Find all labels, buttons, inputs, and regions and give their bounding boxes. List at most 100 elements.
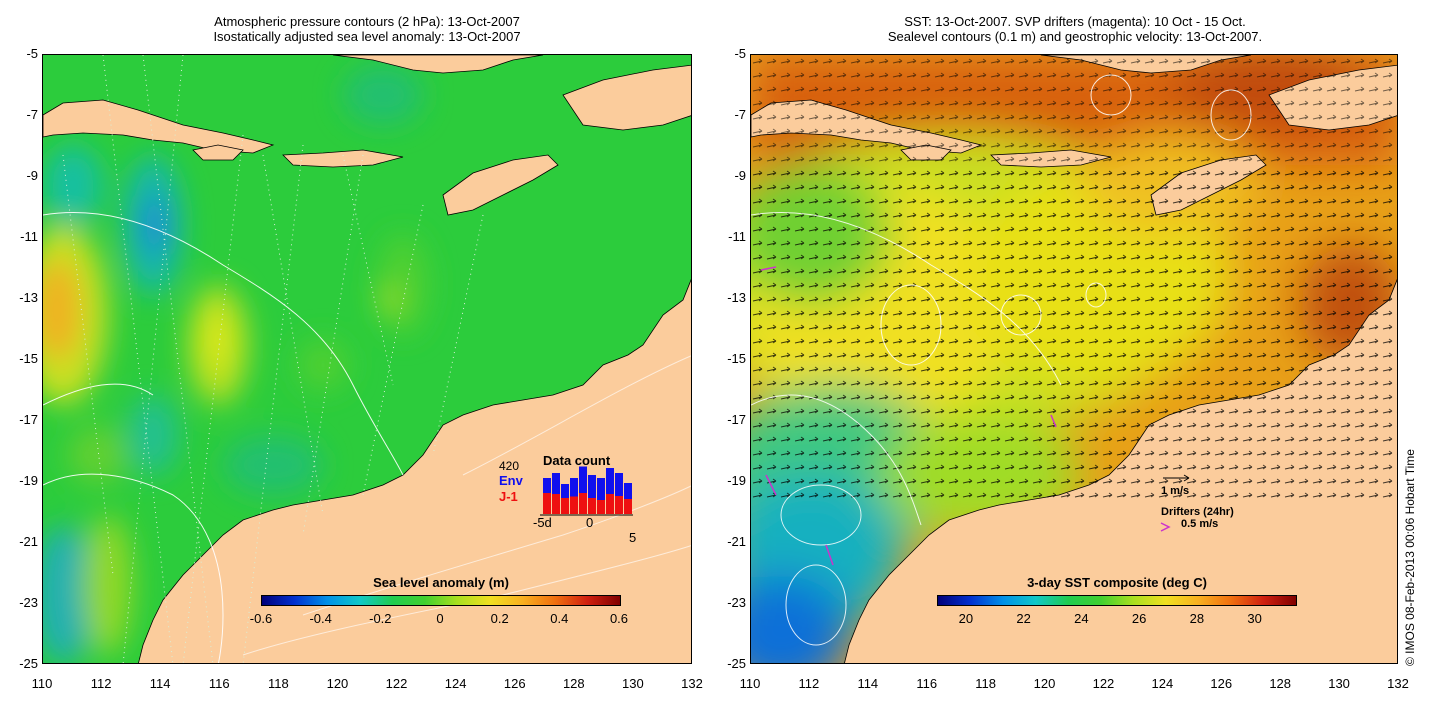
right-ytick-label: -7 xyxy=(734,107,746,122)
right-panel-tick-label: 28 xyxy=(1189,611,1205,626)
data-count-xtick-end: 5 xyxy=(629,530,637,545)
right-xtick-label: 116 xyxy=(916,676,938,691)
left-xtick-label: 116 xyxy=(208,676,230,691)
left-ytick-label: -9 xyxy=(26,168,38,183)
left-xtick-label: 122 xyxy=(385,676,408,691)
right-xtick-label: 114 xyxy=(857,676,879,691)
right-xtick-label: 118 xyxy=(975,676,996,691)
velocity-scale-arrow xyxy=(1163,474,1190,482)
data-count-max: 420 xyxy=(499,459,520,473)
left-panel-tick-label: 0 xyxy=(436,611,444,626)
j1-count-bar xyxy=(606,494,614,514)
left-ytick-label: -15 xyxy=(19,351,38,366)
left-panel-tick-label: 0.6 xyxy=(609,611,629,626)
right-panel-tick-label: 20 xyxy=(958,611,974,626)
left-ytick-label: -21 xyxy=(19,534,38,549)
left-panel-tick-label: 0.2 xyxy=(490,611,509,626)
data-count-bars xyxy=(543,466,632,514)
left-panel-tick-label: 0.4 xyxy=(550,611,569,626)
anomaly-field xyxy=(43,65,428,663)
env-count-bar xyxy=(552,473,560,514)
svp-drifter-tracks xyxy=(760,266,1057,566)
sea-level-map-svg xyxy=(43,55,691,663)
sealevel-contours xyxy=(751,74,1252,646)
data-count-title: Data count xyxy=(543,453,611,468)
j1-count-bar xyxy=(570,496,578,514)
drifters-label: Drifters (24hr) xyxy=(1161,506,1234,518)
left-panel-title: Atmospheric pressure contours (2 hPa): 1… xyxy=(40,14,694,44)
data-count-inset xyxy=(540,466,633,516)
right-xtick-label: 124 xyxy=(1151,676,1174,691)
j1-count-bar xyxy=(588,498,596,514)
left-ytick-label: -23 xyxy=(19,595,38,610)
left-panel-tick-label: -0.2 xyxy=(369,611,392,626)
left-xtick-label: 114 xyxy=(149,676,171,691)
left-title-line-1: Atmospheric pressure contours (2 hPa): 1… xyxy=(214,14,520,29)
right-title-line-1: SST: 13-Oct-2007. SVP drifters (magenta)… xyxy=(904,14,1246,29)
data-count-env-label: Env xyxy=(499,473,523,488)
right-title-line-2: Sealevel contours (0.1 m) and geostrophi… xyxy=(887,29,1263,44)
sla-colorbar-title: Sea level anomaly (m) xyxy=(373,575,509,590)
right-panel-title: SST: 13-Oct-2007. SVP drifters (magenta)… xyxy=(748,14,1402,44)
left-xtick-label: 130 xyxy=(622,676,644,691)
left-title-line-2: Isostatically adjusted sea level anomaly… xyxy=(213,29,521,44)
right-xtick-label: 120 xyxy=(1033,676,1056,691)
sst-map: 1 m/s Drifters (24hr) 0.5 m/s 3-day SST … xyxy=(750,54,1398,664)
right-ytick-label: -23 xyxy=(727,595,746,610)
left-xtick-label: 126 xyxy=(503,676,526,691)
env-count-bar xyxy=(570,478,578,514)
right-xtick-label: 132 xyxy=(1387,676,1409,691)
right-ytick-label: -11 xyxy=(728,229,746,244)
j1-count-bar xyxy=(597,500,605,514)
right-ytick-label: -15 xyxy=(727,351,746,366)
left-xtick-label: 110 xyxy=(31,676,53,691)
velocity-scale-label: 1 m/s xyxy=(1161,485,1190,497)
right-xtick-label: 126 xyxy=(1210,676,1233,691)
altimeter-tracks xyxy=(62,55,484,663)
right-ytick-label: -25 xyxy=(727,656,746,671)
left-ytick-label: -13 xyxy=(19,290,38,305)
left-xtick-label: 112 xyxy=(90,676,112,691)
left-xtick-label: 132 xyxy=(681,676,703,691)
right-ytick-label: -13 xyxy=(727,290,746,305)
right-xtick-label: 112 xyxy=(798,676,820,691)
j1-count-bar xyxy=(624,499,632,514)
env-count-bar xyxy=(597,478,605,514)
sea-level-anomaly-map: 420 Data count Env J-1 -5d 0 5 Sea level… xyxy=(42,54,692,664)
sst-colorbar-title: 3-day SST composite (deg C) xyxy=(1027,575,1207,590)
left-xtick-label: 124 xyxy=(444,676,467,691)
j1-count-bar xyxy=(561,498,569,514)
right-ytick-label: -5 xyxy=(734,46,746,61)
sst-map-svg xyxy=(751,55,1397,663)
j1-count-bar xyxy=(552,494,560,514)
j1-count-bar xyxy=(543,493,551,514)
left-ytick-label: -11 xyxy=(20,229,38,244)
j1-count-bar xyxy=(615,496,623,514)
env-count-bar xyxy=(624,483,632,514)
data-count-j1-label: J-1 xyxy=(499,489,518,504)
sla-colorbar xyxy=(261,595,621,606)
left-panel-tick-label: -0.6 xyxy=(249,611,273,626)
right-panel-tick-label: 30 xyxy=(1247,611,1262,626)
sst-colorbar xyxy=(937,595,1297,606)
right-panel-tick-label: 26 xyxy=(1131,611,1147,626)
env-count-bar xyxy=(615,473,623,514)
env-count-bar xyxy=(588,475,596,514)
left-ytick-label: -7 xyxy=(26,107,38,122)
left-ytick-label: -19 xyxy=(19,473,38,488)
right-xtick-label: 122 xyxy=(1092,676,1115,691)
right-xtick-label: 128 xyxy=(1269,676,1292,691)
left-ytick-label: -25 xyxy=(19,656,38,671)
right-panel-tick-label: 22 xyxy=(1016,611,1031,626)
right-xtick-label: 130 xyxy=(1328,676,1350,691)
drifter-speed-label: 0.5 m/s xyxy=(1181,518,1219,530)
right-xtick-label: 110 xyxy=(739,676,761,691)
env-count-bar xyxy=(606,468,614,514)
left-ytick-label: -5 xyxy=(26,46,38,61)
right-ytick-label: -9 xyxy=(734,168,746,183)
drifter-legend-marker xyxy=(1160,522,1171,532)
left-ytick-label: -17 xyxy=(19,412,38,427)
right-panel-tick-label: 24 xyxy=(1074,611,1089,626)
right-ytick-label: -17 xyxy=(727,412,746,427)
env-count-bar xyxy=(579,466,587,514)
